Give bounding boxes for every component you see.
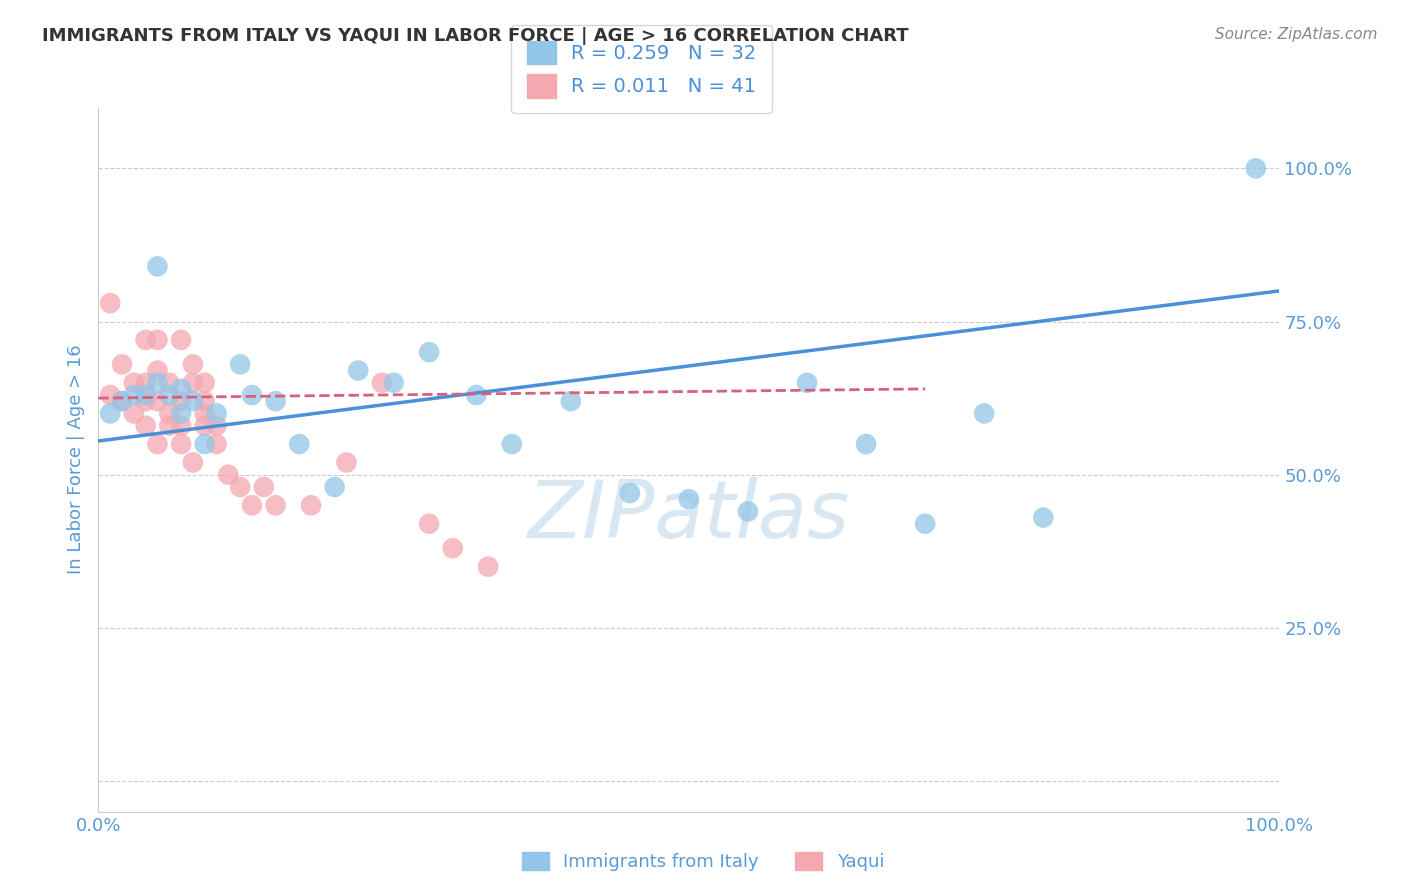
- Point: [205, 418, 228, 433]
- Point: [205, 437, 228, 451]
- Point: [855, 437, 877, 451]
- Point: [323, 480, 346, 494]
- Point: [240, 499, 263, 513]
- Point: [194, 394, 217, 409]
- Point: [796, 376, 818, 390]
- Point: [229, 358, 252, 372]
- Point: [98, 406, 121, 420]
- Point: [418, 516, 440, 531]
- Point: [264, 499, 287, 513]
- Point: [157, 418, 180, 433]
- Point: [335, 455, 357, 469]
- Point: [619, 486, 641, 500]
- Text: ZIPatlas: ZIPatlas: [527, 476, 851, 555]
- Point: [146, 437, 169, 451]
- Point: [146, 260, 169, 274]
- Point: [288, 437, 311, 451]
- Text: Source: ZipAtlas.com: Source: ZipAtlas.com: [1215, 27, 1378, 42]
- Point: [170, 382, 193, 396]
- Point: [122, 406, 145, 420]
- Point: [135, 376, 157, 390]
- Point: [146, 363, 169, 377]
- Point: [157, 388, 180, 402]
- Point: [157, 406, 180, 420]
- Point: [135, 333, 157, 347]
- Point: [111, 394, 134, 409]
- Point: [170, 437, 193, 451]
- Point: [477, 559, 499, 574]
- Point: [146, 394, 169, 409]
- Point: [217, 467, 239, 482]
- Point: [371, 376, 394, 390]
- Point: [146, 333, 169, 347]
- Point: [135, 394, 157, 409]
- Point: [264, 394, 287, 409]
- Point: [194, 376, 217, 390]
- Point: [170, 418, 193, 433]
- Point: [678, 492, 700, 507]
- Point: [170, 394, 193, 409]
- Point: [122, 376, 145, 390]
- Point: [170, 333, 193, 347]
- Point: [98, 296, 121, 310]
- Point: [181, 358, 204, 372]
- Point: [229, 480, 252, 494]
- Point: [194, 406, 217, 420]
- Point: [347, 363, 370, 377]
- Point: [111, 394, 134, 409]
- Y-axis label: In Labor Force | Age > 16: In Labor Force | Age > 16: [66, 344, 84, 574]
- Point: [205, 406, 228, 420]
- Legend: R = 0.259   N = 32, R = 0.011   N = 41: R = 0.259 N = 32, R = 0.011 N = 41: [512, 25, 772, 113]
- Point: [382, 376, 405, 390]
- Point: [299, 499, 322, 513]
- Point: [98, 388, 121, 402]
- Point: [465, 388, 488, 402]
- Point: [170, 406, 193, 420]
- Point: [973, 406, 995, 420]
- Point: [560, 394, 582, 409]
- Point: [181, 394, 204, 409]
- Point: [194, 437, 217, 451]
- Point: [181, 376, 204, 390]
- Point: [157, 376, 180, 390]
- Point: [111, 358, 134, 372]
- Point: [1032, 510, 1054, 524]
- Point: [122, 388, 145, 402]
- Point: [914, 516, 936, 531]
- Point: [737, 504, 759, 518]
- Point: [240, 388, 263, 402]
- Point: [135, 418, 157, 433]
- Point: [253, 480, 276, 494]
- Point: [418, 345, 440, 359]
- Point: [135, 388, 157, 402]
- Legend: Immigrants from Italy, Yaqui: Immigrants from Italy, Yaqui: [515, 845, 891, 879]
- Point: [1244, 161, 1267, 176]
- Point: [501, 437, 523, 451]
- Text: IMMIGRANTS FROM ITALY VS YAQUI IN LABOR FORCE | AGE > 16 CORRELATION CHART: IMMIGRANTS FROM ITALY VS YAQUI IN LABOR …: [42, 27, 908, 45]
- Point: [441, 541, 464, 556]
- Point: [181, 455, 204, 469]
- Point: [194, 418, 217, 433]
- Point: [146, 376, 169, 390]
